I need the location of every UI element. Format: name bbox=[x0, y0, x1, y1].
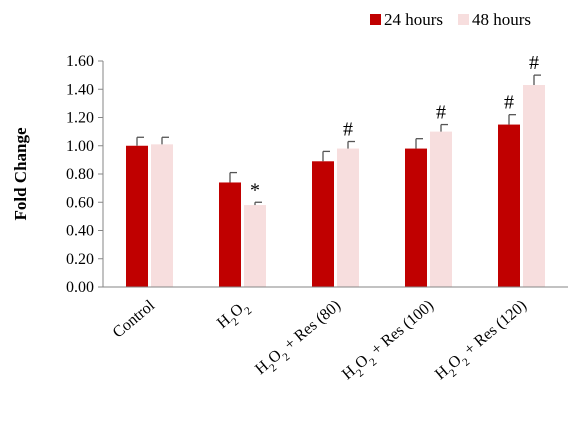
bar bbox=[430, 131, 452, 287]
legend-swatch bbox=[458, 14, 469, 25]
y-tick-label: 1.40 bbox=[66, 81, 94, 98]
legend-label: 24 hours bbox=[384, 10, 443, 29]
y-tick-label: 0.60 bbox=[66, 194, 94, 211]
x-tick-label: H2O2 bbox=[214, 297, 254, 336]
bar bbox=[498, 124, 520, 287]
y-tick-label: 0.40 bbox=[66, 223, 94, 240]
bars: * # # # # bbox=[126, 52, 545, 287]
y-tick-label: 0.80 bbox=[66, 166, 94, 183]
x-tick-label: H2O2 + Res (80) bbox=[252, 297, 347, 382]
y-tick-label: 1.20 bbox=[66, 110, 94, 127]
legend: 24 hours 48 hours bbox=[370, 10, 531, 29]
bar bbox=[312, 161, 334, 287]
significance-marker: # bbox=[436, 102, 446, 124]
x-tick-label: H2O2 + Res (100) bbox=[339, 297, 440, 387]
x-tick-label: H2O2 + Res (120) bbox=[432, 297, 533, 387]
bar bbox=[523, 85, 545, 287]
bar bbox=[337, 148, 359, 287]
y-tick-label: 0.20 bbox=[66, 251, 94, 268]
significance-marker: * bbox=[250, 179, 260, 201]
significance-marker: # bbox=[529, 52, 539, 74]
y-tick-label: 0.00 bbox=[66, 279, 94, 296]
significance-marker: # bbox=[504, 92, 514, 114]
x-tick-label: Control bbox=[110, 297, 159, 342]
bar bbox=[405, 148, 427, 287]
bar bbox=[151, 144, 173, 287]
bar bbox=[219, 182, 241, 287]
bar bbox=[126, 145, 148, 287]
bar bbox=[244, 205, 266, 287]
y-axis: 0.00 0.20 0.40 0.60 0.80 1.00 1.20 1.40 1.60 bbox=[66, 53, 104, 296]
legend-label: 48 hours bbox=[472, 10, 531, 29]
y-tick-label: 1.00 bbox=[66, 138, 94, 155]
significance-marker: # bbox=[343, 119, 353, 141]
legend-swatch bbox=[370, 14, 381, 25]
y-tick-label: 1.60 bbox=[66, 53, 94, 70]
y-axis-label: Fold Change bbox=[11, 127, 30, 220]
